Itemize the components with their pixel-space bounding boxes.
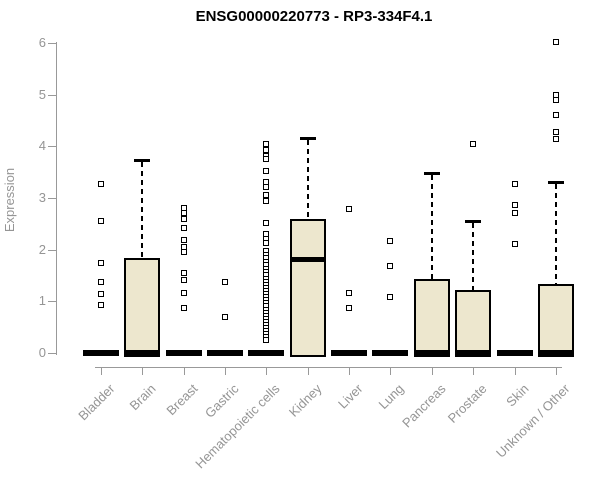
x-axis-tick (555, 367, 557, 375)
outlier-point (263, 183, 270, 190)
y-axis-tick (48, 146, 56, 148)
y-axis-tick (48, 249, 56, 251)
whisker-line (306, 139, 309, 219)
whisker-cap (134, 159, 151, 163)
median-line (413, 350, 450, 356)
outlier-point (387, 293, 394, 300)
box (455, 290, 492, 357)
collapsed-box (83, 350, 119, 356)
outlier-point (552, 112, 559, 119)
x-axis-tick (101, 367, 102, 375)
y-tick-label: 6 (38, 34, 46, 50)
outlier-point (98, 278, 104, 285)
outlier-point (263, 219, 270, 226)
collapsed-box (165, 350, 202, 356)
y-tick-label: 1 (38, 293, 46, 309)
whisker-line (430, 175, 433, 279)
outlier-point (346, 205, 353, 212)
outlier-point (263, 197, 270, 204)
whisker-line (141, 162, 144, 259)
collapsed-box (496, 350, 533, 356)
outlier-point (263, 168, 270, 175)
box (537, 284, 574, 357)
outlier-point (552, 135, 559, 142)
outlier-point (180, 237, 187, 244)
median-line (124, 350, 161, 356)
outlier-point (180, 249, 187, 256)
median-line (537, 350, 574, 356)
outlier-point (98, 290, 104, 297)
outlier-point (180, 215, 187, 222)
box (289, 218, 326, 357)
whisker-cap (547, 180, 564, 184)
y-tick-label: 0 (38, 345, 46, 360)
outlier-point (552, 129, 559, 136)
collapsed-box (248, 350, 285, 356)
whisker-line (554, 183, 557, 285)
y-axis-tick (48, 353, 56, 354)
y-axis-line (56, 41, 57, 355)
collapsed-box (207, 350, 244, 356)
outlier-point (552, 96, 559, 103)
outlier-point (511, 209, 518, 216)
collapsed-box (331, 350, 368, 356)
x-axis-tick (266, 367, 268, 375)
outlier-point (387, 238, 394, 245)
box (124, 258, 161, 357)
outlier-point (511, 180, 518, 187)
outlier-point (98, 217, 104, 224)
outlier-point (180, 204, 187, 211)
y-axis-tick (48, 301, 56, 303)
whisker-line (472, 222, 475, 291)
y-axis-tick (48, 197, 56, 199)
outlier-point (263, 240, 270, 247)
x-axis-tick (183, 367, 185, 375)
outlier-point (222, 313, 229, 320)
y-tick-label: 5 (38, 86, 46, 102)
x-axis-tick (473, 367, 475, 375)
outlier-point (180, 224, 187, 231)
y-axis-tick (48, 42, 56, 44)
x-axis-tick (307, 367, 309, 375)
outlier-point (263, 140, 270, 147)
outlier-point (222, 278, 229, 285)
box (413, 278, 450, 357)
outlier-point (263, 156, 270, 163)
outlier-point (552, 38, 559, 45)
y-axis-label: Expression (2, 167, 17, 233)
outlier-point (346, 304, 353, 311)
median-line (455, 350, 492, 356)
y-tick-label: 3 (38, 189, 46, 205)
whisker-cap (465, 219, 482, 223)
x-axis-line (95, 367, 562, 368)
collapsed-box (372, 350, 409, 356)
outlier-point (511, 241, 518, 248)
x-axis-tick (514, 367, 516, 375)
x-axis-tick (142, 367, 144, 375)
outlier-point (263, 337, 270, 344)
outlier-point (387, 263, 394, 270)
x-axis-tick (225, 367, 227, 375)
chart-title: ENSG00000220773 - RP3-334F4.1 (195, 8, 433, 25)
outlier-point (511, 201, 518, 208)
outlier-point (470, 141, 477, 148)
outlier-point (346, 289, 353, 296)
y-tick-label: 2 (38, 241, 46, 257)
whisker-cap (299, 136, 316, 140)
outlier-point (180, 276, 187, 283)
y-axis-tick (48, 94, 56, 96)
x-axis-tick (390, 367, 392, 375)
outlier-point (98, 301, 104, 308)
outlier-point (98, 180, 104, 187)
outlier-point (180, 290, 187, 297)
x-axis-tick (349, 367, 351, 375)
outlier-point (180, 305, 187, 312)
median-line (291, 257, 324, 263)
x-axis-tick (431, 367, 433, 375)
y-tick-label: 4 (38, 138, 46, 154)
whisker-cap (423, 172, 440, 176)
outlier-point (180, 269, 187, 276)
outlier-point (98, 259, 104, 266)
